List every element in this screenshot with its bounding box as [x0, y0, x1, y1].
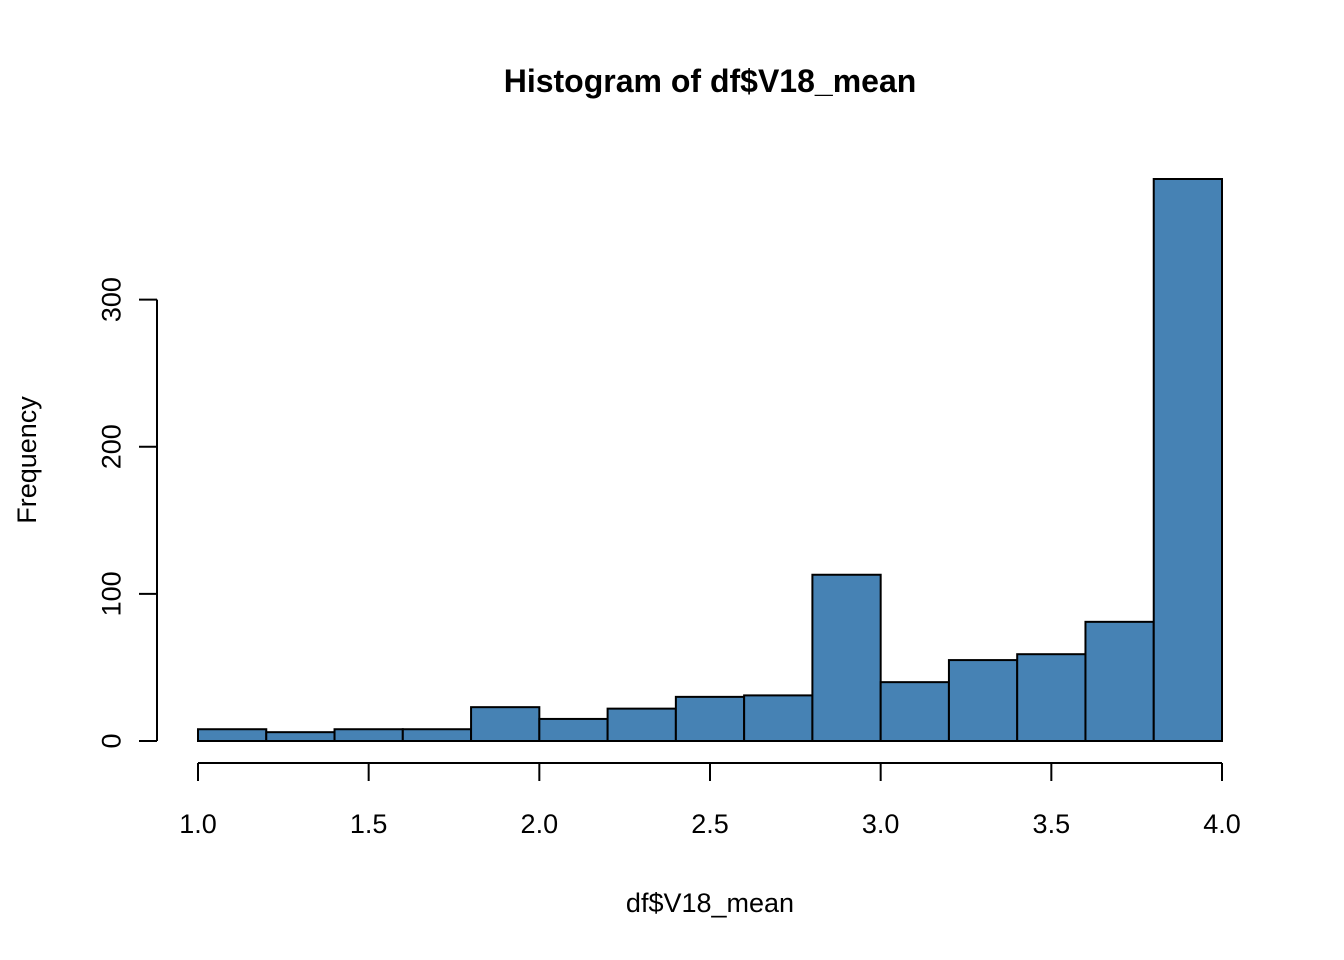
histogram-bar [879, 681, 950, 743]
histogram-bar [538, 717, 609, 743]
y-tick-label: 300 [96, 277, 126, 322]
histogram-bar [606, 707, 677, 742]
histogram-bar [401, 728, 473, 742]
y-tick-label: 0 [96, 733, 126, 748]
x-axis: 1.0 1.5 2.0 2.5 3.0 3.5 4.0 [179, 762, 1241, 839]
y-axis: 0 100 200 300 [96, 277, 158, 749]
chart-title: Histogram of df$V18_mean [504, 63, 917, 99]
histogram-bar [1016, 653, 1087, 743]
histogram-bar [811, 573, 882, 742]
histogram-bar [197, 728, 268, 742]
x-tick-label: 4.0 [1203, 809, 1241, 839]
y-tick-label: 200 [96, 424, 126, 469]
histogram-bar [265, 731, 336, 743]
y-axis-label: Frequency [12, 396, 42, 524]
bars-group [197, 178, 1223, 743]
y-tick-label: 100 [96, 571, 126, 616]
x-tick-label: 1.0 [179, 809, 217, 839]
x-tick-label: 1.5 [350, 809, 388, 839]
x-tick-label: 2.0 [521, 809, 559, 839]
x-tick-label: 2.5 [691, 809, 729, 839]
histogram-bar [674, 695, 746, 743]
histogram-bar [743, 694, 814, 743]
x-axis-label: df$V18_mean [626, 888, 794, 918]
histogram-bar [947, 659, 1019, 742]
histogram-bar [333, 728, 404, 742]
x-tick-label: 3.5 [1033, 809, 1071, 839]
histogram-bar [1084, 620, 1155, 742]
histogram-bar [1152, 178, 1223, 742]
histogram-bar [470, 706, 541, 742]
x-tick-label: 3.0 [862, 809, 900, 839]
